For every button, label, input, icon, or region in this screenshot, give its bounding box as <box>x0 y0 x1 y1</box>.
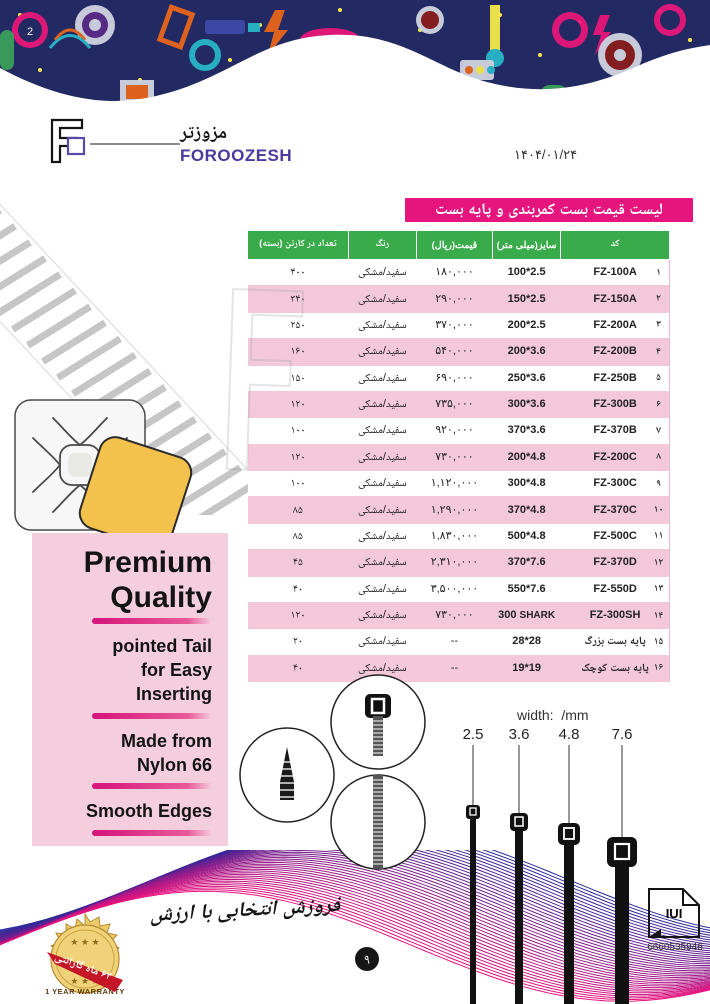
svg-text:★ ★ ★: ★ ★ ★ <box>70 937 99 947</box>
svg-text:مزوزتر: مزوزتر <box>179 122 227 143</box>
svg-text:FOROOZESH: FOROOZESH <box>180 146 292 165</box>
svg-text:4.8: 4.8 <box>559 726 580 743</box>
svg-text:IUI: IUI <box>666 906 683 921</box>
svg-text:2.5: 2.5 <box>463 726 484 743</box>
svg-text:7.6: 7.6 <box>612 726 633 743</box>
svg-text:3.6: 3.6 <box>509 726 530 743</box>
